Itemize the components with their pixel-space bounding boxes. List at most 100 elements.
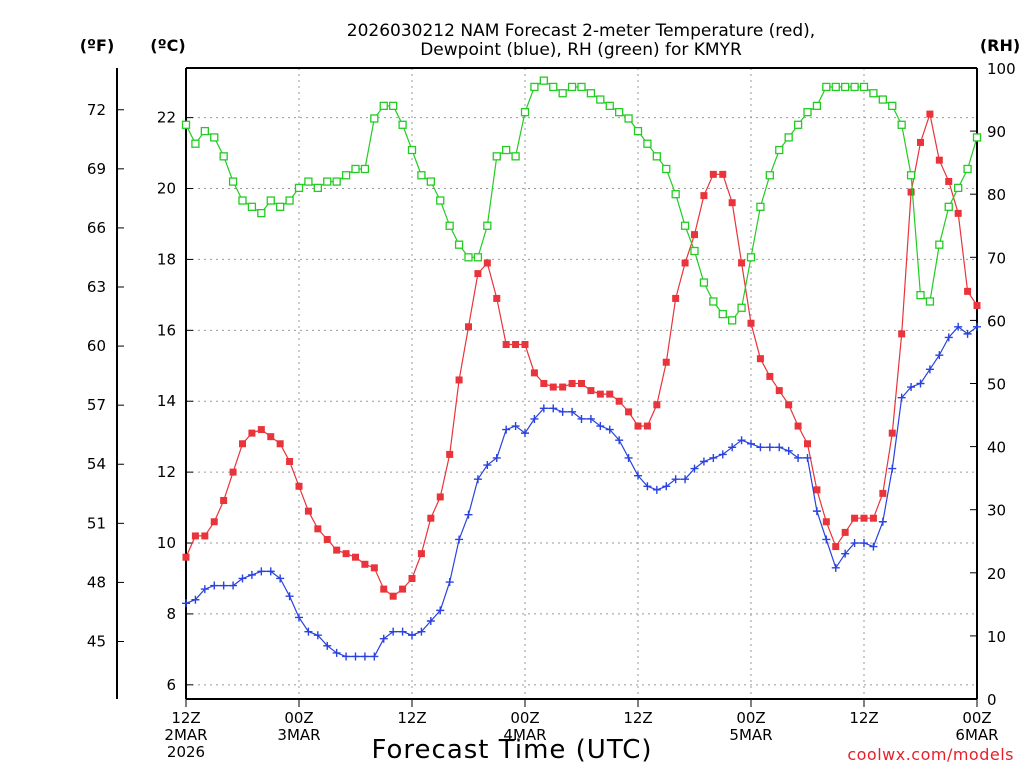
temperature-point xyxy=(907,188,915,196)
rh-point xyxy=(803,108,812,117)
temperature-point xyxy=(323,535,331,543)
rh-point xyxy=(454,240,464,249)
rh-point xyxy=(812,101,822,111)
rh-series xyxy=(181,76,982,325)
celsius-unit-label: (ºC) xyxy=(150,36,185,55)
dewpoint-point xyxy=(436,606,445,615)
rh-point xyxy=(699,278,709,287)
dewpoint-point xyxy=(812,507,821,516)
rh-point xyxy=(398,120,407,129)
rh-point xyxy=(181,120,191,129)
dewpoint-point xyxy=(690,464,699,473)
dewpoint-point xyxy=(747,439,755,448)
rh-point xyxy=(332,177,341,186)
temperature-point xyxy=(182,553,190,561)
temperature-point xyxy=(568,380,576,387)
rh-point xyxy=(323,177,332,186)
time-tick-label: 00Z xyxy=(962,709,991,727)
dewpoint-point xyxy=(445,578,454,587)
rh-point xyxy=(963,164,972,174)
dewpoint-point xyxy=(860,539,868,548)
rh-point xyxy=(502,145,511,155)
temperature-point xyxy=(530,369,538,377)
rh-point xyxy=(596,95,605,104)
dewpoint-point xyxy=(765,443,774,452)
rh-point xyxy=(210,133,219,142)
temperature-point xyxy=(794,422,802,430)
fahrenheit-tick-label: 45 xyxy=(87,632,106,650)
chart-title-line2: Dewpoint (blue), RH (green) for KMYR xyxy=(420,40,742,60)
celsius-tick-label: 8 xyxy=(166,605,176,623)
rh-point xyxy=(586,89,596,98)
time-tick-label: 2MAR xyxy=(164,726,207,744)
rh-point xyxy=(925,297,935,306)
time-tick-label: 12Z xyxy=(397,709,426,727)
dewpoint-point xyxy=(191,595,200,604)
temperature-point xyxy=(822,518,830,526)
rh-point xyxy=(954,183,963,193)
rh-point xyxy=(558,89,567,98)
temperature-line xyxy=(185,111,978,597)
temperature-point xyxy=(625,408,633,416)
rh-point xyxy=(737,303,746,312)
dewpoint-point xyxy=(521,429,529,438)
dewpoint-point xyxy=(530,414,539,423)
rh-point xyxy=(888,101,897,111)
dewpoint-point xyxy=(586,414,595,423)
temperature-point xyxy=(191,532,199,540)
temperature-point xyxy=(888,429,896,437)
dewpoint-point xyxy=(210,581,219,590)
temperature-point xyxy=(785,401,793,409)
temperature-point xyxy=(587,387,595,395)
rh-point xyxy=(633,126,643,136)
dewpoint-point xyxy=(596,422,605,431)
temperature-point xyxy=(813,486,821,494)
dewpoint-point xyxy=(304,627,313,636)
fahrenheit-tick-label: 66 xyxy=(87,219,106,237)
celsius-tick-label: 16 xyxy=(157,321,176,339)
rh-point xyxy=(869,89,878,98)
rh-point xyxy=(567,82,577,92)
rh-point xyxy=(247,202,257,211)
temperature-point xyxy=(239,440,246,448)
temperature-point xyxy=(869,514,877,522)
temperature-point xyxy=(973,302,981,310)
dewpoint-point xyxy=(624,453,633,462)
dewpoint-point xyxy=(426,617,435,626)
temperature-point xyxy=(756,355,764,363)
dewpoint-point xyxy=(954,322,963,331)
dewpoint-point xyxy=(342,652,351,661)
temperature-point xyxy=(860,514,868,522)
rh-point xyxy=(897,120,906,129)
dewpoint-point xyxy=(568,407,577,416)
dewpoint-point xyxy=(511,422,520,431)
temperature-point xyxy=(248,429,256,437)
temperature-point xyxy=(380,585,388,593)
rh-tick-label: 30 xyxy=(987,502,1006,520)
rh-point xyxy=(756,202,765,211)
temperature-point xyxy=(964,287,972,295)
celsius-tick-label: 20 xyxy=(157,180,176,198)
dewpoint-point xyxy=(878,517,887,526)
time-tick-label: 6MAR xyxy=(955,726,998,744)
temperature-point xyxy=(408,574,416,582)
time-tick-label: 00Z xyxy=(510,709,539,727)
rh-point xyxy=(746,253,756,262)
dewpoint-point xyxy=(699,457,708,466)
dewpoint-point xyxy=(229,581,238,590)
dewpoint-point xyxy=(295,613,303,622)
celsius-tick-label: 6 xyxy=(166,676,176,694)
axis-ticks: 6 8 10 12 14 16 18 20 22 45 48 51 54 57 60 63 66 69 72 0 10 2… xyxy=(87,60,1016,761)
dewpoint-series xyxy=(182,322,981,661)
rh-point xyxy=(436,196,445,205)
rh-point xyxy=(643,139,652,148)
temperature-point xyxy=(662,358,670,366)
temperature-point xyxy=(220,496,228,504)
temperature-point xyxy=(267,433,275,441)
chart-title-line1: 2026030212 NAM Forecast 2-meter Temperat… xyxy=(347,21,815,41)
temperature-point xyxy=(615,397,623,405)
temperature-point xyxy=(945,177,953,185)
fahrenheit-tick-label: 60 xyxy=(87,337,106,355)
dewpoint-point xyxy=(784,446,793,455)
rh-point xyxy=(822,82,831,92)
